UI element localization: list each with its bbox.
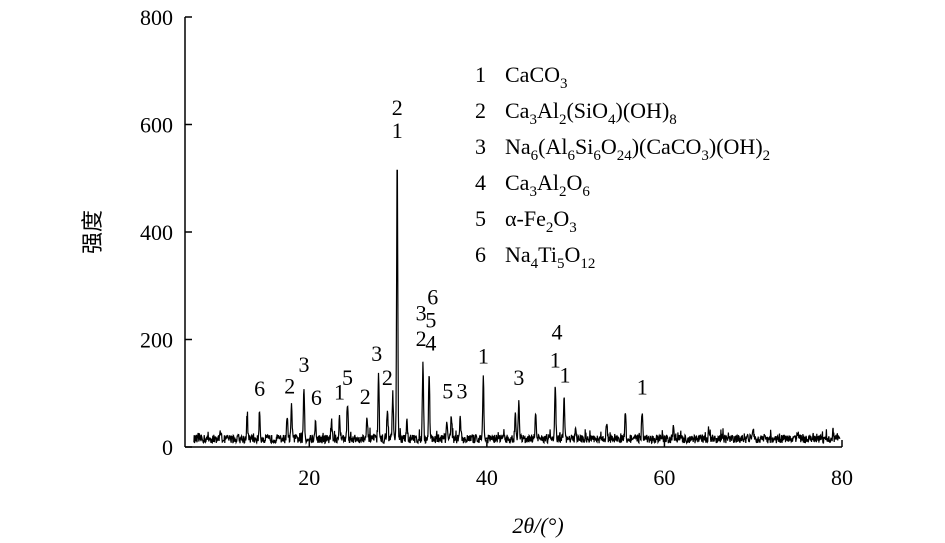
x-tick-label: 60 bbox=[653, 465, 675, 490]
peak-label: 6 bbox=[311, 385, 322, 410]
legend-item: 1 CaCO3 bbox=[475, 62, 568, 92]
peak-label: 1 bbox=[559, 363, 570, 388]
y-tick-label: 400 bbox=[140, 220, 173, 245]
legend-item: 4 Ca3Al2O6 bbox=[475, 170, 590, 200]
legend-number: 4 bbox=[475, 170, 486, 195]
peak-label: 1 bbox=[334, 380, 345, 405]
peak-label: 3 bbox=[371, 341, 382, 366]
peak-label: 4 bbox=[425, 330, 436, 355]
legend-formula: α-Fe2O3 bbox=[505, 206, 577, 236]
legend-number: 1 bbox=[475, 62, 486, 87]
peak-label: 3 bbox=[457, 379, 468, 404]
y-axis-title: 强度 bbox=[80, 210, 105, 254]
legend-formula: Na4Ti5O12 bbox=[505, 242, 595, 272]
legend-formula: CaCO3 bbox=[505, 62, 568, 92]
xrd-trace bbox=[193, 169, 841, 445]
peak-label: 4 bbox=[552, 320, 563, 345]
x-axis: 20 40 60 80 bbox=[185, 440, 853, 490]
y-tick-label: 0 bbox=[162, 435, 173, 460]
x-tick-label: 40 bbox=[476, 465, 498, 490]
peak-label: 1 bbox=[550, 347, 561, 372]
y-tick-label: 600 bbox=[140, 113, 173, 138]
y-axis: 0 200 400 600 800 bbox=[140, 5, 192, 460]
x-tick-label: 20 bbox=[298, 465, 320, 490]
peak-label: 3 bbox=[298, 352, 309, 377]
peak-label: 1 bbox=[478, 344, 489, 369]
peak-label: 3 bbox=[513, 365, 524, 390]
legend-number: 2 bbox=[475, 98, 486, 123]
peak-label: 1 bbox=[392, 118, 403, 143]
legend-item: 6 Na4Ti5O12 bbox=[475, 242, 595, 272]
plot-area bbox=[193, 169, 841, 445]
legend-number: 6 bbox=[475, 242, 486, 267]
legend-item: 2 Ca3Al2(SiO4)(OH)8 bbox=[475, 98, 677, 128]
y-tick-label: 800 bbox=[140, 5, 173, 30]
peak-label: 6 bbox=[427, 285, 438, 310]
x-axis-title: 2θ/(°) bbox=[512, 513, 563, 538]
peak-label: 5 bbox=[425, 308, 436, 333]
y-tick-label: 200 bbox=[140, 328, 173, 353]
legend-item: 3 Na6(Al6Si6O24)(CaCO3)(OH)2 bbox=[475, 134, 770, 164]
peak-label: 2 bbox=[284, 373, 295, 398]
peak-label: 5 bbox=[442, 379, 453, 404]
legend-formula: Ca3Al2(SiO4)(OH)8 bbox=[505, 98, 677, 128]
legend-item: 5 α-Fe2O3 bbox=[475, 206, 577, 236]
legend: 1 CaCO3 2 Ca3Al2(SiO4)(OH)8 3 Na6(Al6Si6O24)(… bbox=[475, 62, 770, 272]
peak-label: 2 bbox=[392, 95, 403, 120]
legend-number: 5 bbox=[475, 206, 486, 231]
peak-label: 1 bbox=[637, 374, 648, 399]
legend-number: 3 bbox=[475, 134, 486, 159]
legend-formula: Na6(Al6Si6O24)(CaCO3)(OH)2 bbox=[505, 134, 770, 164]
peak-label: 3 bbox=[416, 301, 427, 326]
peak-label: 2 bbox=[416, 326, 427, 351]
legend-formula: Ca3Al2O6 bbox=[505, 170, 590, 200]
peak-label: 5 bbox=[342, 365, 353, 390]
x-tick-label: 80 bbox=[831, 465, 853, 490]
peak-label: 6 bbox=[254, 376, 265, 401]
peak-label: 2 bbox=[360, 384, 371, 409]
peak-label: 2 bbox=[382, 365, 393, 390]
